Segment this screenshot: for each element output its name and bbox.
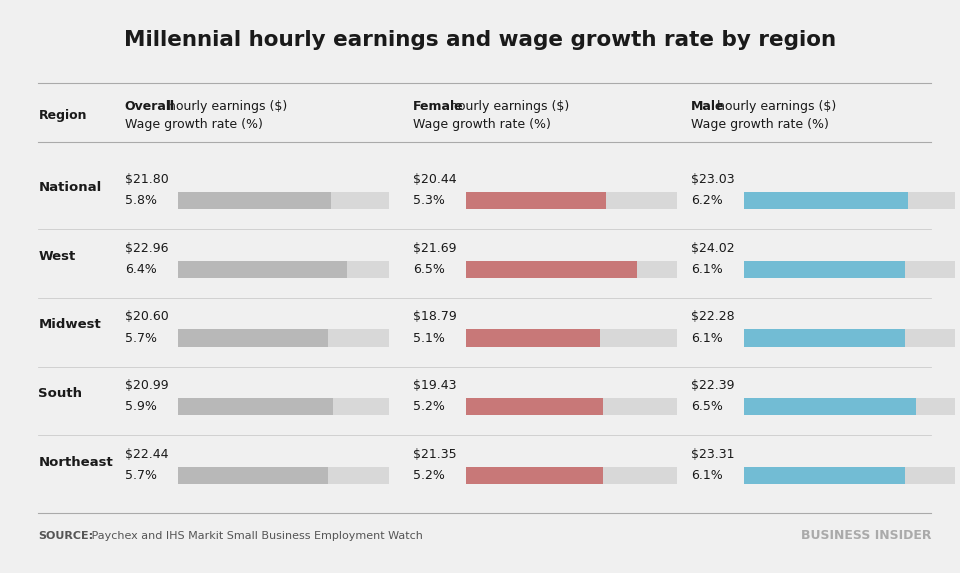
Text: $22.44: $22.44 — [125, 448, 168, 461]
FancyBboxPatch shape — [744, 329, 955, 347]
Text: 6.1%: 6.1% — [691, 263, 723, 276]
FancyBboxPatch shape — [178, 467, 328, 484]
Text: 6.5%: 6.5% — [413, 263, 444, 276]
Text: South: South — [38, 387, 83, 400]
Text: $24.02: $24.02 — [691, 242, 734, 254]
Text: $22.28: $22.28 — [691, 311, 734, 323]
Text: hourly earnings ($): hourly earnings ($) — [713, 100, 837, 112]
Text: $20.99: $20.99 — [125, 379, 168, 392]
Text: $20.60: $20.60 — [125, 311, 169, 323]
Text: $18.79: $18.79 — [413, 311, 457, 323]
Text: $21.35: $21.35 — [413, 448, 456, 461]
Text: 5.8%: 5.8% — [125, 194, 156, 207]
FancyBboxPatch shape — [744, 192, 955, 209]
FancyBboxPatch shape — [744, 467, 955, 484]
Text: 5.2%: 5.2% — [413, 469, 444, 482]
FancyBboxPatch shape — [178, 398, 389, 415]
FancyBboxPatch shape — [466, 329, 600, 347]
FancyBboxPatch shape — [744, 467, 905, 484]
Text: $23.03: $23.03 — [691, 173, 734, 186]
FancyBboxPatch shape — [744, 398, 916, 415]
FancyBboxPatch shape — [466, 261, 677, 278]
FancyBboxPatch shape — [466, 261, 637, 278]
Text: Overall: Overall — [125, 100, 175, 112]
Text: $21.69: $21.69 — [413, 242, 456, 254]
Text: National: National — [38, 181, 102, 194]
FancyBboxPatch shape — [466, 192, 677, 209]
FancyBboxPatch shape — [178, 329, 328, 347]
Text: 5.7%: 5.7% — [125, 332, 156, 344]
Text: hourly earnings ($): hourly earnings ($) — [164, 100, 287, 112]
Text: Region: Region — [38, 109, 87, 121]
Text: Millennial hourly earnings and wage growth rate by region: Millennial hourly earnings and wage grow… — [124, 30, 836, 50]
Text: Wage growth rate (%): Wage growth rate (%) — [125, 118, 263, 131]
FancyBboxPatch shape — [178, 192, 330, 209]
Text: Midwest: Midwest — [38, 319, 101, 331]
FancyBboxPatch shape — [744, 261, 955, 278]
Text: Wage growth rate (%): Wage growth rate (%) — [413, 118, 551, 131]
Text: 6.1%: 6.1% — [691, 469, 723, 482]
Text: 5.9%: 5.9% — [125, 401, 156, 413]
Text: 6.2%: 6.2% — [691, 194, 723, 207]
Text: $20.44: $20.44 — [413, 173, 456, 186]
Text: 5.1%: 5.1% — [413, 332, 444, 344]
Text: $22.39: $22.39 — [691, 379, 734, 392]
Text: West: West — [38, 250, 76, 262]
Text: 5.2%: 5.2% — [413, 401, 444, 413]
Text: Female: Female — [413, 100, 464, 112]
Text: 5.3%: 5.3% — [413, 194, 444, 207]
FancyBboxPatch shape — [744, 192, 908, 209]
Text: Male: Male — [691, 100, 725, 112]
FancyBboxPatch shape — [178, 192, 389, 209]
Text: Paychex and IHS Markit Small Business Employment Watch: Paychex and IHS Markit Small Business Em… — [88, 531, 423, 541]
Text: $22.96: $22.96 — [125, 242, 168, 254]
Text: $23.31: $23.31 — [691, 448, 734, 461]
Text: $21.80: $21.80 — [125, 173, 169, 186]
FancyBboxPatch shape — [466, 192, 606, 209]
Text: 6.5%: 6.5% — [691, 401, 723, 413]
FancyBboxPatch shape — [466, 467, 603, 484]
FancyBboxPatch shape — [466, 398, 603, 415]
Text: hourly earnings ($): hourly earnings ($) — [446, 100, 569, 112]
FancyBboxPatch shape — [178, 398, 333, 415]
FancyBboxPatch shape — [178, 261, 389, 278]
FancyBboxPatch shape — [466, 467, 677, 484]
FancyBboxPatch shape — [744, 398, 955, 415]
FancyBboxPatch shape — [178, 329, 389, 347]
Text: Northeast: Northeast — [38, 456, 113, 469]
Text: Wage growth rate (%): Wage growth rate (%) — [691, 118, 829, 131]
FancyBboxPatch shape — [744, 329, 905, 347]
FancyBboxPatch shape — [744, 261, 905, 278]
Text: 6.1%: 6.1% — [691, 332, 723, 344]
Text: BUSINESS INSIDER: BUSINESS INSIDER — [801, 529, 931, 542]
FancyBboxPatch shape — [466, 329, 677, 347]
Text: $19.43: $19.43 — [413, 379, 456, 392]
FancyBboxPatch shape — [466, 398, 677, 415]
Text: 6.4%: 6.4% — [125, 263, 156, 276]
FancyBboxPatch shape — [178, 467, 389, 484]
FancyBboxPatch shape — [178, 261, 347, 278]
Text: 5.7%: 5.7% — [125, 469, 156, 482]
Text: SOURCE:: SOURCE: — [38, 531, 93, 541]
